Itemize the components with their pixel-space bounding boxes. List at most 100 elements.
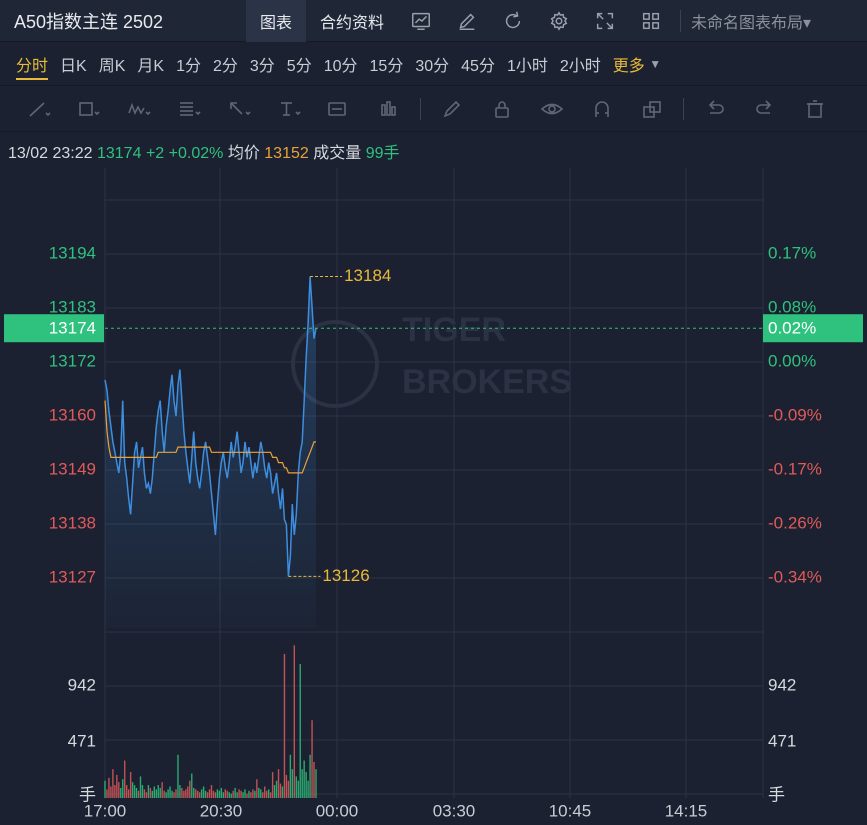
volume-bar — [226, 790, 228, 798]
period-11[interactable]: 45分 — [461, 57, 495, 75]
gear-icon[interactable] — [536, 0, 582, 42]
volume-bar — [305, 772, 307, 798]
magnet-icon[interactable] — [577, 86, 627, 132]
arrow-tool-icon[interactable] — [214, 86, 264, 132]
volume-bar — [264, 786, 266, 798]
grid-layout-icon[interactable] — [628, 0, 674, 42]
rectangle-tool-icon[interactable] — [64, 86, 114, 132]
volume-bar — [155, 789, 157, 798]
text-tool-icon[interactable] — [264, 86, 314, 132]
eye-icon[interactable] — [527, 86, 577, 132]
volume-bar — [238, 789, 240, 798]
price-axis-label: 13138 — [49, 513, 96, 532]
period-9[interactable]: 15分 — [369, 57, 404, 75]
volume-bar — [131, 782, 134, 798]
trend-line-tool-icon[interactable] — [14, 86, 64, 132]
tab-chart[interactable]: 图表 — [246, 0, 307, 42]
volume-bar — [301, 769, 303, 798]
quote-datetime: 13/02 23:22 — [8, 145, 93, 162]
avg-price-line[interactable] — [104, 400, 316, 474]
more-periods-dropdown[interactable]: 更多 ▼ — [607, 42, 667, 86]
volume-bar — [127, 789, 130, 798]
volume-bar — [248, 790, 250, 798]
volume-bar — [161, 782, 163, 798]
symbol-title[interactable]: A50指数主连 2502 — [14, 11, 164, 32]
redo-icon[interactable] — [740, 86, 790, 132]
time-axis-label: 20:30 — [200, 801, 243, 820]
volume-bar — [171, 790, 173, 798]
volume-bar — [189, 780, 191, 798]
period-2[interactable]: 周K — [98, 57, 126, 75]
volume-bar — [244, 789, 246, 798]
period-10[interactable]: 30分 — [415, 57, 450, 75]
period-5[interactable]: 2分 — [212, 57, 238, 75]
period-7[interactable]: 5分 — [286, 57, 312, 75]
volume-bar — [135, 787, 138, 798]
tab-contract-info[interactable]: 合约资料 — [320, 14, 385, 32]
wave-pattern-tool-icon[interactable] — [114, 86, 164, 132]
fibonacci-tool-icon[interactable] — [164, 86, 214, 132]
price-axis-label: 13149 — [49, 459, 96, 478]
volume-bar — [311, 720, 313, 798]
volume-bar — [159, 787, 161, 798]
volume-bar — [195, 789, 197, 798]
layout-name-label: 未命名图表布局 — [691, 14, 804, 32]
top-bar: A50指数主连 2502 图表 合约资料 未命名图表布局▾ — [0, 0, 867, 42]
pencil-icon[interactable] — [444, 0, 490, 42]
lock-icon[interactable] — [477, 86, 527, 132]
period-4[interactable]: 1分 — [176, 57, 201, 75]
period-6[interactable]: 3分 — [249, 57, 275, 75]
brush-icon[interactable] — [427, 86, 477, 132]
pct-axis-label: -0.26% — [768, 513, 822, 532]
high-price-label: 13184 — [344, 266, 391, 285]
price-axis-label: 13183 — [49, 297, 96, 316]
label-tool-icon[interactable] — [314, 86, 364, 132]
volume-bar — [157, 785, 159, 798]
intraday-chart[interactable]: TIGER BROKERS 13194 13183 13172 13160 13149 131… — [0, 168, 867, 825]
period-8[interactable]: 10分 — [323, 57, 358, 75]
volume-bar — [277, 769, 280, 798]
pct-axis-label: -0.17% — [768, 459, 822, 478]
volume-bar — [179, 785, 181, 798]
quote-change-pct: +0.02% — [168, 145, 224, 162]
current-price-badge-label: 13174 — [49, 319, 96, 338]
fullscreen-icon[interactable] — [582, 0, 628, 42]
volume-bar — [258, 787, 260, 798]
price-line[interactable] — [104, 276, 317, 577]
quote-change: +2 — [145, 145, 165, 162]
volume-bar — [187, 786, 189, 798]
volume-bar — [143, 789, 146, 798]
undo-icon[interactable] — [690, 86, 740, 132]
period-13[interactable]: 2小时 — [559, 57, 601, 75]
volume-bar — [218, 790, 221, 798]
volume-bar — [202, 786, 205, 798]
volume-bar — [181, 787, 183, 798]
volume-bar — [269, 792, 272, 798]
layout-name-dropdown[interactable]: 未命名图表布局▾ — [691, 9, 811, 33]
volume-bar — [173, 792, 175, 798]
volume-axis-label: 942 — [68, 675, 96, 694]
period-3[interactable]: 月K — [137, 57, 165, 75]
volume-bar — [169, 786, 171, 798]
volume-bar — [266, 790, 268, 798]
chart-line-icon[interactable] — [398, 0, 444, 42]
volume-bar — [275, 780, 278, 798]
volume-bar — [214, 792, 217, 798]
volume-bar — [212, 790, 215, 798]
quote-info-line: 13/02 23:22 13174 +2 +0.02% 均价 13152 成交量… — [8, 139, 400, 163]
trash-icon[interactable] — [790, 86, 840, 132]
volume-bar — [198, 792, 201, 798]
price-axis-label: 13160 — [49, 405, 96, 424]
volume-bar — [165, 792, 167, 798]
volume-bar — [114, 785, 116, 798]
period-12[interactable]: 1小时 — [506, 57, 548, 75]
bar-pattern-tool-icon[interactable] — [364, 86, 414, 132]
volume-bar — [240, 790, 242, 798]
period-1[interactable]: 日K — [60, 57, 87, 75]
period-0[interactable]: 分时 — [10, 42, 54, 86]
volume-bar — [224, 789, 226, 798]
more-label: 更多 — [612, 57, 645, 75]
refresh-icon[interactable] — [490, 0, 536, 42]
volume-bar — [256, 779, 258, 798]
layers-icon[interactable] — [627, 86, 677, 132]
